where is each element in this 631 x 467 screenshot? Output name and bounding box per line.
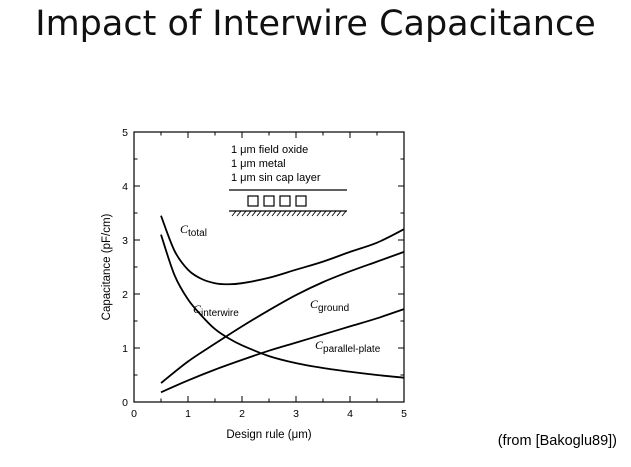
- x-axis-label: Design rule (μm): [226, 429, 311, 441]
- y-tick-label: 2: [122, 289, 128, 301]
- curve-label-parallel-plate: Cparallel-plate: [315, 338, 381, 355]
- x-axis-ticks: [133, 132, 405, 402]
- hatch-mark: [296, 210, 302, 217]
- hatch-mark: [231, 210, 237, 217]
- citation: (from [Bakoglu89]): [497, 433, 617, 449]
- curve-label-total-c: C: [180, 222, 189, 236]
- x-tick-label: 3: [293, 408, 299, 420]
- inset-ground-hatch: [231, 210, 347, 217]
- hatch-mark: [336, 210, 342, 217]
- inset-wire-4: [295, 195, 307, 207]
- curve-label-parallel-plate-sub: parallel-plate: [323, 344, 381, 355]
- inset-line-1: 1 μm field oxide: [231, 144, 308, 156]
- hatch-mark: [331, 210, 337, 217]
- y-tick-label: 0: [122, 397, 128, 409]
- hatch-mark: [286, 210, 292, 217]
- inset-line-2: 1 μm metal: [231, 158, 286, 170]
- hatch-mark: [271, 210, 277, 217]
- hatch-mark: [261, 210, 267, 217]
- x-tick-label: 5: [401, 408, 407, 420]
- y-axis-ticks: [134, 131, 404, 403]
- y-tick-label: 3: [122, 235, 128, 247]
- hatch-mark: [241, 210, 247, 217]
- y-tick-label: 5: [122, 127, 128, 139]
- hatch-mark: [291, 210, 297, 217]
- curve-label-parallel-plate-c: C: [315, 338, 324, 352]
- hatch-mark: [256, 210, 262, 217]
- series-line-0: [160, 215, 405, 286]
- x-axis-tick-labels: 0 1 2 3 4 5: [131, 408, 407, 420]
- curve-label-interwire-sub: interwire: [201, 308, 239, 319]
- curve-label-ground: Cground: [310, 297, 349, 314]
- hatch-mark: [251, 210, 257, 217]
- x-tick-label: 2: [239, 408, 245, 420]
- inset-wire-2: [263, 195, 275, 207]
- curve-label-interwire-c: C: [193, 302, 202, 316]
- hatch-mark: [316, 210, 322, 217]
- y-tick-label: 1: [122, 343, 128, 355]
- hatch-mark: [246, 210, 252, 217]
- y-axis-label: Capacitance (pF/cm): [101, 213, 113, 320]
- curve-label-interwire: Cinterwire: [193, 302, 239, 319]
- curve-label-ground-c: C: [310, 297, 319, 311]
- hatch-mark: [326, 210, 332, 217]
- inset-diagram: 1 μm field oxide 1 μm metal 1 μm sin cap…: [229, 144, 347, 217]
- inset-wire-1: [247, 195, 259, 207]
- slide-title: Impact of Interwire Capacitance: [35, 4, 596, 44]
- x-tick-label: 1: [185, 408, 191, 420]
- hatch-mark: [321, 210, 327, 217]
- hatch-mark: [311, 210, 317, 217]
- hatch-mark: [276, 210, 282, 217]
- hatch-mark: [301, 210, 307, 217]
- curve-label-total: Ctotal: [180, 222, 207, 239]
- series-lines: [160, 215, 405, 394]
- y-axis-tick-labels: 0 1 2 3 4 5: [122, 127, 128, 409]
- hatch-mark: [306, 210, 312, 217]
- x-tick-label: 0: [131, 408, 137, 420]
- hatch-mark: [266, 210, 272, 217]
- inset-line-3: 1 μm sin cap layer: [231, 172, 321, 184]
- hatch-mark: [236, 210, 242, 217]
- series-line-2: [160, 251, 405, 384]
- y-tick-label: 4: [122, 181, 128, 193]
- hatch-mark: [281, 210, 287, 217]
- series-line-1: [160, 234, 405, 379]
- hatch-mark: [341, 210, 347, 217]
- x-tick-label: 4: [347, 408, 353, 420]
- curve-label-ground-sub: ground: [318, 303, 349, 314]
- curve-label-total-sub: total: [188, 228, 207, 239]
- series-line-3: [160, 308, 405, 394]
- inset-wire-3: [279, 195, 291, 207]
